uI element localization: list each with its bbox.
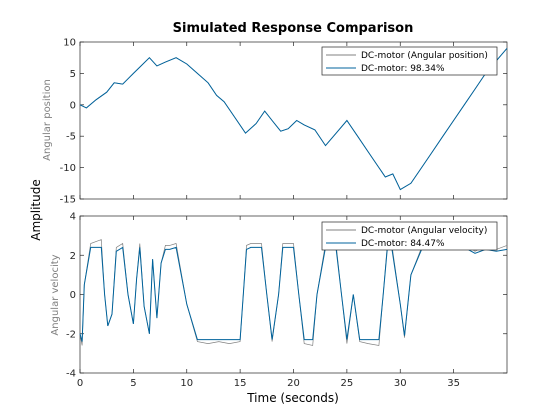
ax-bot-xtick-label-4: 20	[287, 378, 300, 389]
ax-bot-ytick-label-0: -4	[66, 369, 76, 380]
ax-bot-xtick-label-7: 35	[447, 378, 460, 389]
ax-top-ytick-label-4: 5	[70, 69, 76, 80]
ax-bot-xtick-label-5: 25	[341, 378, 354, 389]
ax-top-ytick-label-5: 10	[63, 38, 76, 49]
bottom-ylabel: Angular velocity	[50, 254, 61, 335]
ax-bot-ytick-label-1: -2	[66, 329, 76, 340]
ax-top-ytick-label-2: -5	[66, 132, 76, 143]
top-legend-label-measured: DC-motor (Angular position)	[361, 51, 488, 61]
ax-bot-series-line-1	[79, 246, 508, 342]
ax-bot-xtick-label-3: 15	[234, 378, 247, 389]
bottom-legend-label-simulated: DC-motor: 84.47%	[361, 239, 445, 249]
ax-bot-ytick-label-3: 2	[70, 251, 76, 262]
ax-bot-xtick-label-6: 30	[394, 378, 407, 389]
ax-bot-xtick-label-2: 10	[180, 378, 193, 389]
ax-bot-ytick-label-4: 4	[70, 212, 76, 223]
bottom-legend: DC-motor (Angular velocity) DC-motor: 84…	[321, 221, 498, 251]
bottom-xlabel: Time (seconds)	[246, 391, 339, 405]
shared-ylabel: Amplitude	[29, 179, 43, 241]
bottom-legend-label-measured: DC-motor (Angular velocity)	[361, 226, 487, 236]
ax-bot-xtick-label-1: 5	[130, 378, 136, 389]
ax-top-ytick-label-0: -15	[60, 195, 76, 206]
top-ylabel: Angular position	[42, 79, 53, 161]
ax-top-ytick-label-3: 0	[70, 100, 76, 111]
top-axes: -15 -10 -5 0 5 10 Angular position DC-motor (…	[42, 38, 508, 206]
top-legend: DC-motor (Angular position) DC-motor: 98…	[321, 46, 498, 76]
figure-title: Simulated Response Comparison	[173, 21, 414, 36]
ax-bot-xtick-label-0: 0	[77, 378, 83, 389]
top-legend-label-simulated: DC-motor: 98.34%	[361, 64, 445, 74]
ax-top-series-line-1	[79, 47, 508, 191]
ax-top-ytick-label-1: -10	[60, 163, 76, 174]
ax-bot-ytick-label-2: 0	[70, 290, 76, 301]
